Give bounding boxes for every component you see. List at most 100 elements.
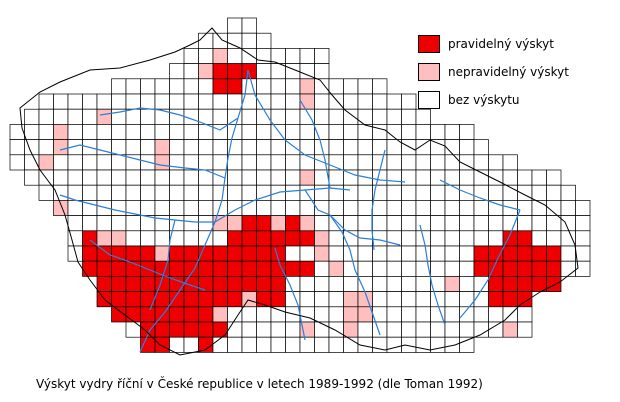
grid-cell-none [285, 245, 301, 262]
grid-cell-none [183, 184, 199, 201]
grid-cell-none [488, 306, 504, 323]
grid-cell-none [270, 321, 286, 338]
grid-cell-regular [198, 336, 214, 353]
grid-cell-none [343, 108, 359, 125]
grid-cell-none [67, 200, 83, 216]
grid-cell-none [401, 93, 417, 110]
grid-cell-none [444, 291, 460, 308]
grid-cell-none [473, 306, 489, 323]
grid-cell-none [270, 139, 286, 156]
grid-cell-none [183, 124, 199, 140]
grid-cell-none [241, 169, 257, 186]
grid-cell-none [531, 169, 547, 186]
grid-cell-none [111, 124, 127, 140]
grid-cell-regular [125, 276, 141, 292]
grid-cell-none [430, 321, 446, 338]
grid-cell-none [285, 48, 301, 64]
grid-cell-regular [517, 230, 533, 247]
grid-cell-none [241, 124, 257, 140]
grid-cell-none [82, 169, 98, 186]
grid-cell-none [430, 154, 446, 171]
grid-cell-regular [241, 215, 257, 232]
grid-cell-none [430, 139, 446, 156]
grid-cell-none [401, 336, 417, 353]
grid-cell-regular [198, 306, 214, 323]
grid-cell-irregular [343, 321, 359, 338]
grid-cell-none [169, 336, 185, 353]
grid-cell-none [67, 108, 83, 125]
grid-cell-none [299, 200, 315, 216]
grid-cell-none [154, 230, 170, 247]
grid-cell-none [415, 200, 431, 216]
grid-cell-regular [198, 321, 214, 338]
grid-cell-irregular [212, 215, 228, 232]
grid-cell-none [517, 306, 533, 323]
grid-cell-none [299, 48, 315, 64]
grid-cell-none [183, 93, 199, 110]
grid-cell-irregular [212, 48, 228, 64]
grid-cell-none [125, 78, 141, 95]
grid-cell-none [314, 108, 330, 125]
grid-cell-none [473, 321, 489, 338]
grid-cell-none [140, 169, 156, 186]
grid-cell-none [314, 93, 330, 110]
grid-cell-none [183, 139, 199, 156]
grid-cell-none [386, 276, 402, 292]
grid-cell-none [560, 260, 576, 277]
grid-cell-none [299, 336, 315, 353]
grid-cell-none [212, 154, 228, 171]
grid-cell-none [183, 63, 199, 80]
grid-cell-none [256, 124, 272, 140]
grid-cell-regular [227, 230, 243, 247]
grid-cell-regular [183, 291, 199, 308]
grid-cell-none [459, 200, 475, 216]
grid-cell-none [111, 200, 127, 216]
grid-cell-none [343, 154, 359, 171]
grid-cell-none [444, 200, 460, 216]
grid-cell-regular [270, 230, 286, 247]
grid-cell-none [459, 169, 475, 186]
grid-cell-none [401, 184, 417, 201]
grid-cell-none [386, 108, 402, 125]
grid-cell-none [38, 124, 54, 140]
grid-cell-none [270, 108, 286, 125]
grid-cell-regular [241, 276, 257, 292]
grid-cell-regular [140, 306, 156, 323]
grid-cell-regular [96, 245, 112, 262]
grid-cell-none [386, 291, 402, 308]
grid-cell-none [24, 124, 40, 140]
grid-cell-none [372, 291, 388, 308]
grid-cell-none [67, 154, 83, 171]
grid-cell-regular [111, 276, 127, 292]
grid-cell-none [415, 321, 431, 338]
grid-cell-regular [256, 215, 272, 232]
legend-item-regular: pravidelný výskyt [418, 34, 554, 54]
grid-cell-none [401, 215, 417, 232]
grid-cell-none [459, 336, 475, 353]
grid-cell-irregular [314, 230, 330, 247]
grid-cell-none [357, 154, 373, 171]
grid-cell-none [125, 184, 141, 201]
grid-cell-regular [285, 230, 301, 247]
otter-distribution-map [9, 17, 591, 356]
grid-cell-none [444, 306, 460, 323]
grid-cell-none [38, 139, 54, 156]
grid-cell-none [212, 200, 228, 216]
grid-cell-none [517, 200, 533, 216]
grid-cell-none [169, 63, 185, 80]
grid-cell-none [488, 215, 504, 232]
grid-cell-regular [140, 276, 156, 292]
grid-cell-none [96, 154, 112, 171]
grid-cell-regular [546, 276, 562, 292]
grid-cell-none [401, 200, 417, 216]
grid-cell-none [343, 276, 359, 292]
grid-cell-none [314, 276, 330, 292]
grid-cell-none [183, 230, 199, 247]
grid-cell-none [183, 200, 199, 216]
grid-cell-none [401, 291, 417, 308]
grid-cell-none [212, 108, 228, 125]
grid-cell-regular [227, 260, 243, 277]
grid-cell-none [575, 230, 591, 247]
grid-cell-regular [96, 260, 112, 277]
grid-cell-none [96, 184, 112, 201]
